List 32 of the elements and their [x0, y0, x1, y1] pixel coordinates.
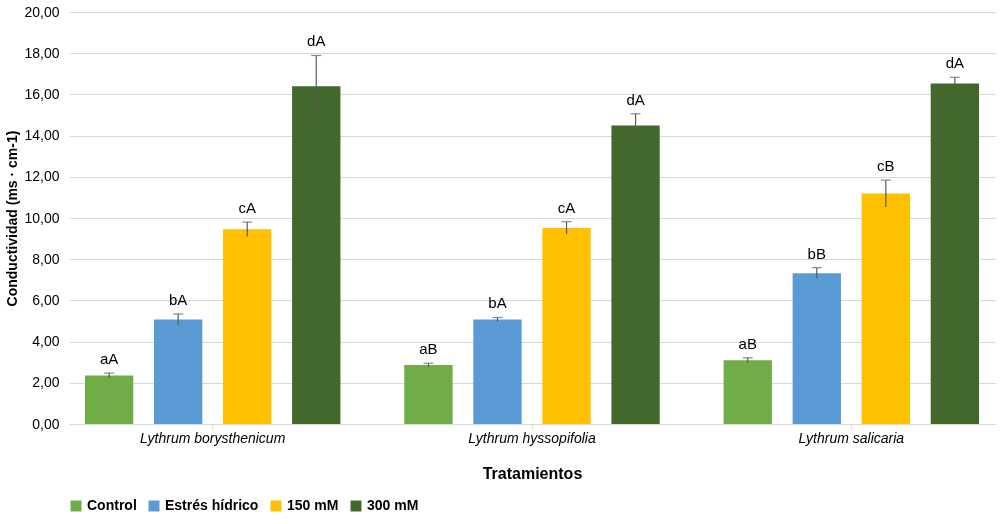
data-label: dA: [945, 54, 965, 72]
x-axis-title: Tratamientos: [482, 464, 583, 482]
legend-label: 300 mM: [367, 497, 419, 513]
data-label: dA: [307, 32, 326, 50]
data-label: aA: [99, 350, 119, 368]
data-label: cB: [877, 157, 895, 175]
data-label: bA: [488, 294, 507, 312]
y-tick-label: 10,00: [24, 209, 60, 226]
data-label: bB: [807, 244, 826, 262]
y-tick-label: 12,00: [24, 168, 60, 185]
y-tick-label: 20,00: [24, 3, 60, 20]
data-label: cA: [238, 199, 256, 217]
data-label: aB: [738, 334, 757, 352]
x-tick-label: Lythrum borysthenicum: [140, 429, 286, 446]
legend-label: Control: [87, 497, 137, 513]
data-label: cA: [557, 198, 576, 216]
data-label: dA: [626, 90, 645, 108]
y-tick-label: 4,00: [32, 333, 60, 350]
x-tick-label: Lythrum salicaria: [798, 429, 905, 446]
data-label: bA: [168, 291, 188, 308]
data-label: aB: [419, 340, 438, 358]
legend-label: 150 mM: [287, 497, 339, 513]
y-tick-label: 14,00: [24, 127, 60, 144]
y-tick-label: 0,00: [32, 415, 60, 432]
y-tick-label: 6,00: [32, 291, 60, 308]
y-axis-title: Conductividad (ms · cm-1): [4, 130, 21, 307]
y-tick-label: 2,00: [32, 374, 60, 391]
y-tick-label: 18,00: [24, 44, 60, 61]
y-tick-label: 16,00: [24, 85, 60, 102]
x-tick-label: Lythrum hyssopifolia: [468, 429, 596, 446]
y-tick-label: 8,00: [32, 250, 60, 267]
legend-label: Estrés hídrico: [165, 497, 259, 513]
